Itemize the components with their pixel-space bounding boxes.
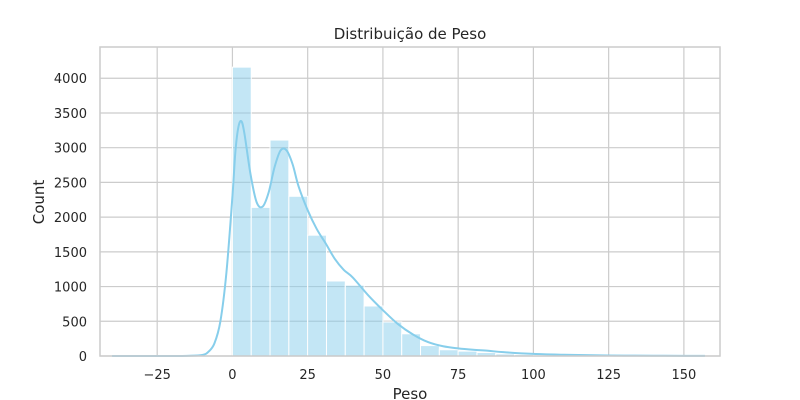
kde-curve-group [112,119,705,357]
x-tick-label: 25 [299,368,316,383]
histogram-bar [438,349,459,357]
chart-title: Distribuição de Peso [334,25,487,43]
x-tick-label: 100 [521,368,546,383]
x-tick-label: 50 [375,368,392,383]
histogram-bars [231,66,704,357]
x-axis-ticks: −25 0 25 50 75 100 125 150 [143,368,696,383]
histogram-bar [382,321,403,357]
grid-lines [100,47,720,357]
y-tick-label: 2500 [54,176,87,191]
x-tick-label: 0 [228,368,236,383]
y-tick-label: 4000 [54,72,87,87]
histogram-bar [420,345,440,357]
y-tick-label: 1500 [54,246,87,261]
histogram-bar [363,305,384,357]
histogram-bar [344,284,365,357]
y-tick-label: 1000 [54,281,87,296]
histogram-bar [307,234,327,357]
histogram-bar [250,206,271,357]
histogram-bar [288,195,309,357]
x-tick-label: −25 [143,368,170,383]
x-tick-label: 150 [671,368,696,383]
y-tick-label: 500 [62,315,87,330]
x-tick-label: 75 [450,368,467,383]
x-axis-title: Peso [393,385,428,400]
plot-frame [99,46,721,357]
x-tick-label: 125 [596,368,621,383]
y-tick-label: 3500 [54,107,87,122]
y-tick-label: 3000 [54,142,87,157]
histogram-bar [231,66,252,357]
histogram-bar [325,280,346,357]
kde-curve [112,119,705,357]
y-axis-title: Count [30,180,48,225]
y-axis-ticks: 0 500 1000 1500 2000 2500 3000 3500 4000 [54,72,87,365]
y-tick-label: 0 [79,350,87,365]
y-tick-label: 2000 [54,211,87,226]
